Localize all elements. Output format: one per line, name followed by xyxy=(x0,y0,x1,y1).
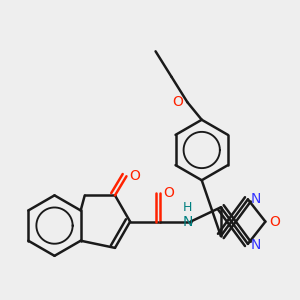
Text: N: N xyxy=(251,238,261,252)
Text: O: O xyxy=(172,95,183,109)
Text: O: O xyxy=(130,169,140,183)
Text: O: O xyxy=(269,214,280,229)
Text: O: O xyxy=(164,186,174,200)
Text: N: N xyxy=(251,191,261,206)
Text: H: H xyxy=(183,201,192,214)
Text: N: N xyxy=(182,214,193,229)
